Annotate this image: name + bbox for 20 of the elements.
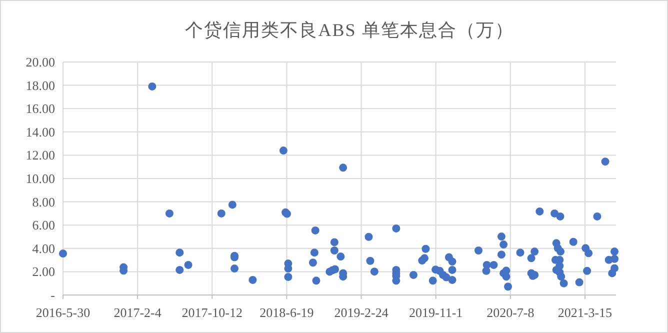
x-tick-label: 2021-3-15 (558, 305, 612, 320)
y-tick-label: 16.00 (26, 101, 55, 116)
x-tick-label: 2019-11-1 (409, 305, 463, 320)
y-tick-label: - (50, 288, 55, 302)
y-tick-label: 2.00 (32, 264, 55, 280)
x-tick-label: 2017-2-4 (114, 305, 162, 320)
y-tick-label: 12.00 (26, 148, 55, 163)
x-tick-label: 2019-2-24 (334, 305, 389, 320)
y-tick-label: 20.00 (26, 54, 55, 70)
chart-title: 个贷信用类不良ABS 单笔本息合（万） (185, 20, 514, 40)
x-tick-label: 2017-10-12 (182, 305, 242, 320)
y-tick-label: 18.00 (26, 78, 55, 93)
y-tick-label: 14.00 (26, 124, 55, 140)
x-tick-label: 2016-5-30 (36, 305, 90, 320)
y-tick-label: 8.00 (32, 194, 55, 210)
y-tick-label: 4.00 (32, 240, 55, 256)
x-tick-label: 2018-6-19 (260, 305, 314, 320)
x-tick-label: 2020-7-8 (486, 305, 534, 320)
y-tick-label: 10.00 (26, 171, 55, 186)
y-tick-label: 6.00 (32, 218, 55, 233)
